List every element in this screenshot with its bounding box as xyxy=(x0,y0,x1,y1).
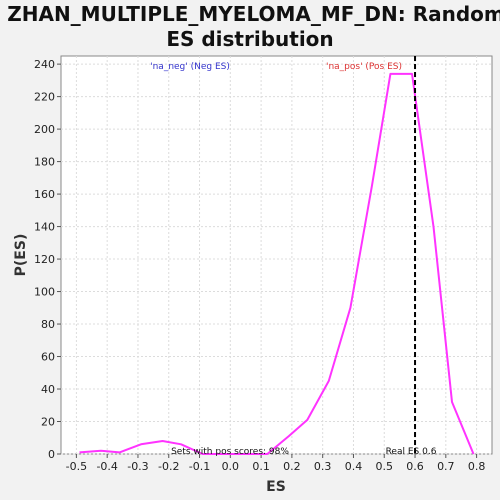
x-tick-label: 0.3 xyxy=(314,460,332,473)
sets-pos-scores-label: Sets with pos scores: 98% xyxy=(171,447,289,457)
y-tick-label: 60 xyxy=(41,351,55,364)
data-series xyxy=(79,72,475,455)
y-tick-label: 40 xyxy=(41,383,55,396)
y-tick-label: 240 xyxy=(34,58,55,71)
y-tick-label: 160 xyxy=(34,188,55,201)
y-tick-label: 200 xyxy=(34,123,55,136)
series-line xyxy=(79,72,475,455)
y-tick-label: 120 xyxy=(34,253,55,266)
chart-title-line2: ES distribution xyxy=(166,27,333,51)
x-tick-label: -0.3 xyxy=(127,460,148,473)
x-tick-label: 0.7 xyxy=(437,460,455,473)
x-tick-label: 0.6 xyxy=(406,460,424,473)
y-tick-label: 140 xyxy=(34,221,55,234)
x-tick-label: -0.4 xyxy=(96,460,117,473)
x-tick-label: 0.1 xyxy=(252,460,270,473)
x-tick-label: 0.5 xyxy=(376,460,394,473)
y-tick-label: 100 xyxy=(34,286,55,299)
x-tick-label: -0.1 xyxy=(189,460,210,473)
y-tick-label: 0 xyxy=(48,448,55,461)
x-tick-label: -0.5 xyxy=(66,460,87,473)
plot-area xyxy=(60,55,493,455)
x-tick-label: 0.8 xyxy=(468,460,486,473)
chart-title-line1: ZHAN_MULTIPLE_MYELOMA_MF_DN: Random xyxy=(7,2,500,26)
x-axis-label: ES xyxy=(266,479,286,495)
x-tick-label: 0.0 xyxy=(222,460,240,473)
y-tick-label: 220 xyxy=(34,91,55,104)
y-axis-label: P(ES) xyxy=(13,234,29,277)
x-axis: -0.5 -0.4 -0.3 -0.2 -0.1 0.0 0.1 0.2 0.3 0.4 0.5 0.… xyxy=(66,454,486,473)
x-tick-label: 0.4 xyxy=(345,460,363,473)
y-axis: 0 20 40 60 80 100 120 140 160 180 200 220 240 xyxy=(34,58,61,461)
pos-es-label: 'na_pos' (Pos ES) xyxy=(326,62,402,72)
real-es-label: Real ES 0.6 xyxy=(386,447,437,457)
x-tick-label: -0.2 xyxy=(158,460,179,473)
y-tick-label: 20 xyxy=(41,416,55,429)
x-tick-label: 0.2 xyxy=(283,460,301,473)
neg-es-label: 'na_neg' (Neg ES) xyxy=(150,62,230,72)
y-tick-label: 180 xyxy=(34,156,55,169)
y-tick-label: 80 xyxy=(41,318,55,331)
